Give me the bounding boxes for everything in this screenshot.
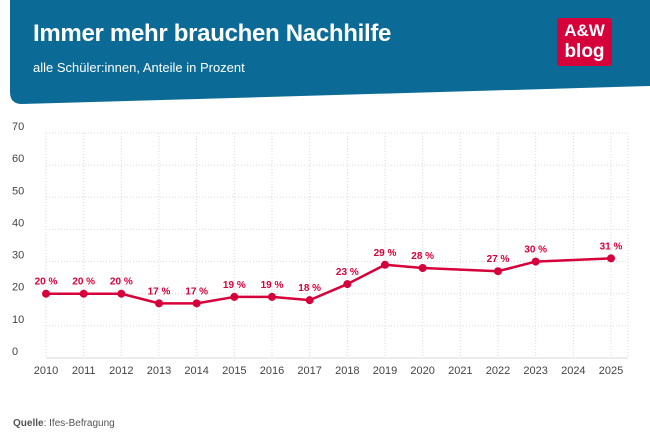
y-tick-label: 50: [12, 185, 24, 197]
x-tick-label: 2022: [486, 365, 510, 377]
y-tick-label: 0: [12, 346, 18, 358]
x-tick-label: 2016: [260, 365, 284, 377]
y-tick-label: 40: [12, 217, 24, 229]
data-label: 31 %: [600, 241, 623, 252]
data-point: [230, 292, 239, 301]
series-line: [46, 257, 612, 305]
x-tick-label: 2018: [335, 365, 359, 377]
source-label: Quelle: [13, 418, 44, 429]
y-tick-label: 20: [12, 282, 24, 294]
data-label: 17 %: [148, 286, 171, 297]
data-label: 18 %: [298, 283, 321, 294]
logo-line-1: A&W: [564, 21, 605, 40]
data-point: [268, 292, 276, 301]
data-label: 29 %: [374, 248, 397, 259]
x-tick-label: 2019: [373, 365, 397, 377]
header-banner: Immer mehr brauchen Nachhilfe alle Schül…: [0, 0, 650, 104]
data-point: [305, 296, 314, 305]
data-point: [494, 267, 502, 276]
x-tick-label: 2012: [109, 365, 133, 377]
x-tick-label: 2025: [599, 365, 623, 377]
banner-shape: [0, 0, 650, 104]
data-point: [42, 289, 50, 298]
data-label: 23 %: [336, 267, 359, 278]
data-point: [117, 289, 126, 298]
x-tick-label: 2020: [410, 365, 434, 377]
y-tick-label: 60: [12, 153, 24, 165]
data-label: 28 %: [411, 251, 434, 262]
data-point: [607, 254, 615, 263]
data-label: 20 %: [72, 277, 95, 288]
aw-blog-logo[interactable]: A&W blog: [557, 18, 612, 66]
data-point: [155, 299, 163, 308]
data-point: [192, 299, 201, 308]
x-tick-label: 2010: [34, 365, 58, 377]
y-tick-label: 70: [12, 121, 24, 133]
data-label: 19 %: [223, 280, 246, 291]
x-tick-label: 2021: [448, 365, 472, 377]
data-label: 20 %: [35, 277, 58, 288]
y-tick-label: 30: [12, 250, 24, 262]
data-point: [381, 260, 389, 269]
x-tick-label: 2023: [523, 365, 547, 377]
data-point: [343, 280, 352, 289]
x-tick-label: 2024: [561, 365, 585, 377]
data-point: [531, 257, 540, 266]
source-note: Quelle: Ifes-Befragung: [13, 418, 115, 429]
data-label: 19 %: [261, 280, 284, 291]
x-tick-label: 2017: [297, 365, 321, 377]
x-tick-label: 2015: [222, 365, 246, 377]
data-label: 30 %: [524, 245, 547, 256]
x-tick-label: 2011: [72, 365, 96, 377]
source-text: : Ifes-Befragung: [43, 418, 115, 429]
data-point: [79, 289, 88, 298]
data-label: 17 %: [185, 286, 208, 297]
chart-subtitle: alle Schüler:innen, Anteile in Prozent: [33, 60, 245, 75]
data-label: 20 %: [110, 277, 133, 288]
x-tick-label: 2013: [147, 365, 171, 377]
y-tick-label: 10: [12, 314, 24, 326]
logo-line-2: blog: [564, 41, 605, 62]
x-tick-label: 2014: [184, 365, 208, 377]
data-label: 27 %: [487, 254, 510, 265]
data-point: [418, 264, 427, 272]
chart-title: Immer mehr brauchen Nachhilfe: [33, 20, 392, 47]
